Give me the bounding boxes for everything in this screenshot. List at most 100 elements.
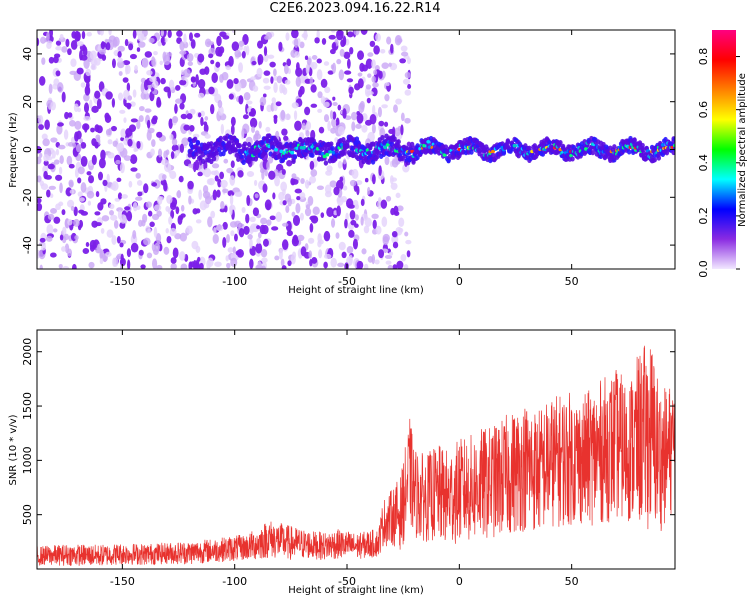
spectrogram-cell	[323, 101, 330, 108]
spectrogram-cell	[337, 160, 343, 169]
spectrogram-marks	[37, 30, 675, 269]
spectrogram-cell	[101, 215, 110, 222]
spectrogram-cell	[188, 195, 192, 205]
spectrogram-cell	[197, 92, 205, 99]
spectrogram-cell	[305, 204, 311, 210]
spectrogram-cell	[352, 238, 358, 250]
spectrogram-cell	[356, 113, 364, 124]
spectrogram-cell	[129, 53, 137, 60]
spectrogram-cell	[280, 181, 288, 192]
snr-panel: -150 -100 -50 0 50 500 1000 1500 2000 Height of …	[8, 329, 676, 596]
spectrogram-cell	[241, 207, 246, 213]
spectrogram-cell	[83, 93, 90, 102]
spectrogram-cell	[393, 104, 398, 113]
spectrogram-cell	[130, 167, 138, 172]
spectrogram-cell	[188, 163, 194, 168]
spectrogram-cell	[117, 192, 123, 200]
spectrogram-cell	[90, 64, 97, 71]
spectrogram-cell	[273, 82, 278, 93]
spectrogram-cell	[360, 30, 368, 35]
spectrogram-cell	[127, 259, 131, 269]
spectrogram-cell	[66, 199, 75, 208]
spectrogram-cell	[144, 108, 152, 113]
spectrogram-cell	[157, 148, 163, 158]
spectrogram-cell	[77, 166, 85, 175]
spectrogram-cell	[361, 124, 368, 133]
spectrogram-cell	[112, 257, 119, 267]
spectrogram-cell	[172, 247, 179, 259]
spectrogram-cell	[234, 191, 242, 197]
spectrogram-cell	[197, 79, 206, 89]
spectrogram-cell	[332, 42, 337, 51]
spectrogram-ylabel: Frequency (Hz)	[8, 112, 19, 188]
spectrogram-cell	[323, 253, 332, 259]
spectrogram-cell	[180, 263, 188, 269]
spectrogram-cell	[76, 67, 84, 75]
spectrogram-cell	[286, 58, 292, 67]
spectrogram-cell	[255, 264, 263, 269]
spectrogram-cell	[82, 247, 90, 254]
spectrogram-cell	[171, 144, 179, 152]
spectrogram-cell	[135, 172, 141, 179]
spectrogram-cell	[214, 261, 222, 267]
spectrogram-cell	[181, 137, 189, 146]
spectrogram-cell	[377, 197, 382, 203]
spectrogram-cell	[235, 250, 242, 256]
spectrogram-cell	[73, 103, 79, 112]
spectrogram-cell	[233, 77, 239, 85]
spectrogram-cell	[311, 257, 318, 264]
spectrogram-cell	[309, 175, 317, 184]
spectrogram-cell	[122, 60, 131, 66]
spectrogram-cell	[129, 154, 138, 165]
spectrogram-cell	[161, 174, 167, 180]
y-tick-label: 1500	[21, 392, 34, 420]
spectrogram-cell	[99, 30, 104, 36]
spectrogram-cell	[39, 264, 43, 269]
spectrogram-cell	[327, 120, 331, 132]
spectrogram-cell	[127, 138, 133, 147]
spectrogram-cell	[150, 148, 155, 156]
spectrogram-cell	[558, 140, 563, 146]
spectrogram-cell	[175, 98, 183, 104]
spectrogram-cell	[169, 227, 177, 237]
spectrogram-cell	[121, 194, 128, 199]
spectrogram-cell	[310, 103, 318, 108]
spectrogram-cell	[55, 40, 62, 46]
spectrogram-cell	[656, 155, 662, 161]
spectrogram-cell	[134, 64, 138, 72]
spectrogram-cell	[248, 111, 254, 117]
spectrogram-cell	[189, 32, 193, 42]
spectrogram-cell	[215, 224, 224, 232]
spectrogram-cell	[391, 230, 398, 238]
spectrogram-cell	[70, 205, 75, 212]
spectrogram-cell	[47, 163, 55, 170]
spectrogram-cell	[225, 65, 232, 71]
spectrogram-cell	[230, 252, 238, 260]
spectrogram-cell	[148, 37, 155, 43]
spectrogram-cell	[208, 53, 214, 59]
x-tick-label: -150	[110, 575, 135, 588]
spectrogram-cell	[91, 138, 97, 147]
spectrogram-cell	[80, 182, 87, 193]
spectrogram-cell	[198, 189, 203, 200]
spectrogram-cell	[249, 117, 258, 129]
colorbar: 0.0 0.2 0.4 0.6 0.8 Normalized spectral ampl…	[697, 30, 748, 278]
colorbar-tick-label: 0.2	[697, 207, 710, 225]
spectrogram-cell	[262, 183, 268, 193]
spectrogram-cell	[217, 105, 224, 116]
spectrogram-cell	[402, 78, 411, 85]
spectrogram-cell	[50, 137, 58, 143]
spectrogram-cell	[275, 101, 282, 107]
spectrogram-cell	[282, 87, 288, 95]
spectrogram-cell	[214, 175, 219, 182]
spectrogram-cell	[323, 261, 328, 269]
y-tick-label: 20	[21, 95, 34, 109]
x-tick-label: -100	[222, 275, 247, 288]
spectrogram-cell	[163, 246, 170, 255]
spectrogram-cell	[68, 120, 76, 127]
spectrogram-cell	[271, 226, 279, 231]
spectrogram-cell	[43, 160, 49, 166]
spectrogram-cell	[186, 53, 194, 62]
spectrogram-cell	[226, 167, 234, 174]
spectrogram-cell	[156, 131, 163, 138]
